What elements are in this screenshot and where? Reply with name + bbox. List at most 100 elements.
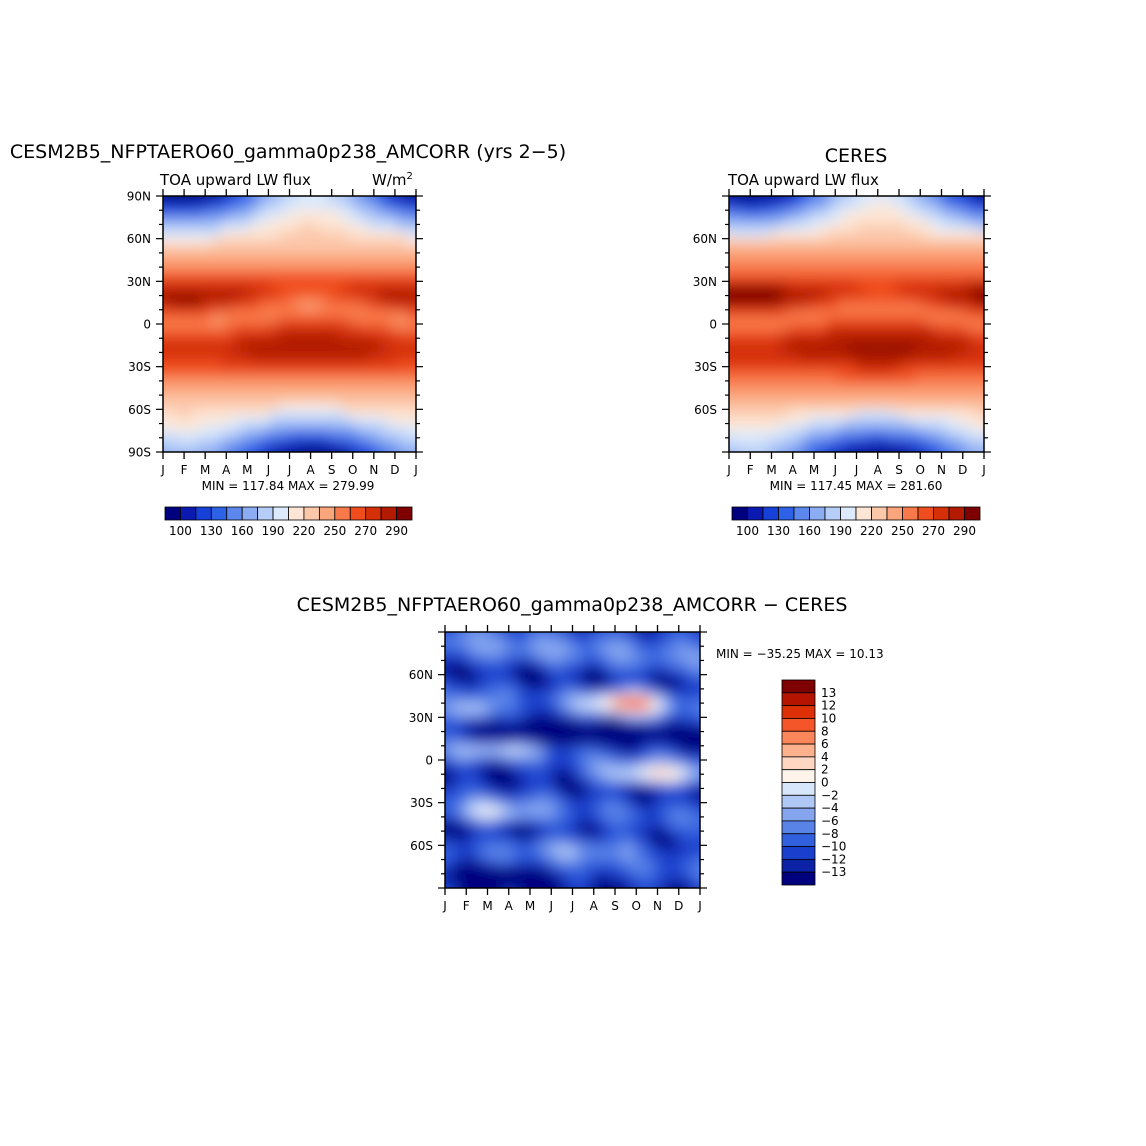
- contour-cell: [592, 639, 603, 648]
- contour-cell: [406, 324, 416, 332]
- contour-cell: [925, 409, 936, 418]
- contour-cell: [915, 238, 926, 247]
- contour-cell: [934, 309, 946, 318]
- contour-cell: [231, 437, 242, 446]
- contour-cell: [768, 196, 779, 204]
- contour-cell: [474, 781, 486, 790]
- contour-cell: [396, 366, 408, 375]
- contour-cell: [426, 438, 437, 446]
- contour-cell: [934, 366, 946, 375]
- contour-cell: [474, 767, 486, 776]
- contour-cell: [406, 267, 416, 276]
- contour-cell: [503, 795, 515, 804]
- contour-cell: [572, 639, 584, 648]
- contour-cell: [299, 309, 310, 318]
- contour-cell: [592, 795, 603, 804]
- contour-cell: [308, 288, 320, 297]
- contour-cell: [748, 238, 760, 247]
- contour-cell: [964, 210, 975, 219]
- contour-cell: [709, 288, 720, 296]
- contour-cell: [513, 774, 525, 783]
- contour-cell: [260, 260, 271, 268]
- contour-cell: [729, 409, 730, 418]
- contour-cell: [807, 388, 819, 396]
- contour-cell: [758, 409, 770, 418]
- contour-cell: [944, 416, 956, 425]
- contour-cell: [925, 217, 936, 226]
- contour-cell: [601, 859, 613, 868]
- contour-cell: [582, 802, 593, 811]
- contour-cell: [994, 416, 1005, 424]
- contour-cell: [308, 252, 320, 261]
- contour-cell: [211, 416, 223, 425]
- contour-cell: [710, 767, 721, 775]
- contour-cell: [221, 231, 232, 240]
- contour-cell: [925, 224, 936, 233]
- contour-cell: [611, 788, 623, 797]
- contour-cell: [357, 402, 369, 411]
- contour-cell: [513, 824, 525, 832]
- contour-cell: [944, 309, 956, 318]
- contour-cell: [299, 359, 310, 368]
- contour-cell: [543, 731, 554, 740]
- colorbar-label: 4: [821, 750, 829, 764]
- contour-cell: [211, 281, 223, 290]
- contour-cell: [533, 888, 544, 896]
- colorbar-label: −13: [821, 865, 846, 879]
- contour-cell: [768, 309, 779, 318]
- contour-cell: [445, 696, 456, 704]
- contour-cell: [270, 260, 281, 268]
- contour-cell: [984, 381, 995, 389]
- contour-cell: [660, 838, 672, 847]
- contour-cell: [856, 366, 868, 375]
- contour-cell: [299, 373, 310, 382]
- contour-cell: [758, 252, 770, 261]
- contour-cell: [270, 281, 281, 290]
- contour-cell: [787, 196, 799, 204]
- contour-cell: [386, 423, 398, 432]
- contour-cell: [279, 295, 291, 304]
- contour-cell: [163, 238, 164, 247]
- contour-cell: [621, 831, 633, 840]
- contour-cell: [211, 260, 223, 268]
- contour-cell: [163, 373, 174, 382]
- contour-cell: [240, 252, 252, 261]
- contour-cell: [494, 681, 505, 690]
- contour-cell: [856, 388, 868, 396]
- contour-cell: [994, 452, 1005, 460]
- contour-cell: [386, 324, 398, 332]
- contour-cell: [474, 724, 486, 733]
- contour-cell: [866, 380, 877, 389]
- contour-cell: [299, 423, 310, 432]
- contour-cell: [289, 267, 301, 276]
- contour-cell: [710, 852, 721, 860]
- contour-cell: [426, 424, 437, 432]
- contour-cell: [406, 274, 416, 283]
- contour-cell: [758, 196, 770, 204]
- contour-cell: [543, 667, 554, 676]
- contour-cell: [454, 816, 466, 825]
- contour-cell: [974, 295, 984, 304]
- contour-cell: [787, 288, 799, 297]
- contour-cell: [377, 210, 388, 219]
- contour-cell: [778, 409, 789, 418]
- contour-cell: [895, 444, 907, 452]
- contour-cell: [934, 373, 946, 382]
- contour-cell: [533, 880, 544, 888]
- contour-cell: [836, 331, 848, 340]
- contour-cell: [729, 224, 740, 233]
- contour-cell: [484, 838, 495, 847]
- contour-cell: [494, 724, 505, 733]
- contour-cell: [807, 331, 819, 340]
- contour-cell: [817, 196, 828, 204]
- contour-cell: [641, 646, 652, 655]
- contour-cell: [787, 260, 799, 268]
- contour-cell: [925, 196, 936, 204]
- contour-cell: [866, 430, 877, 439]
- contour-cell: [308, 437, 320, 446]
- contour-cell: [934, 238, 946, 247]
- contour-cell: [308, 245, 320, 254]
- contour-cell: [250, 331, 262, 340]
- contour-cell: [484, 824, 495, 832]
- contour-cell: [445, 873, 446, 882]
